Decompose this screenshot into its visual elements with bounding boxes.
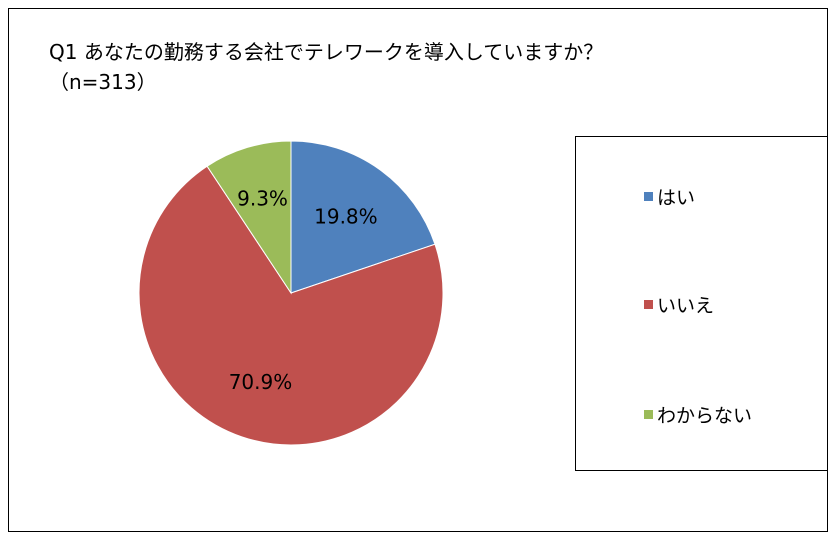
legend-label-yes: はい bbox=[657, 187, 696, 209]
slice-unknown-label: 9.3% bbox=[237, 186, 288, 210]
legend-item-yes: はい bbox=[644, 183, 695, 210]
legend-label-unknown: わからない bbox=[657, 405, 753, 427]
slice-no bbox=[138, 165, 444, 446]
slice-unknown bbox=[206, 140, 292, 295]
chart-title-block: Q1 あなたの勤務する会社でテレワークを導入していますか？ （n=313） bbox=[49, 37, 603, 97]
chart-title: Q1 あなたの勤務する会社でテレワークを導入していますか？ bbox=[49, 40, 604, 64]
slice-yes bbox=[290, 140, 436, 294]
chart-legend: はい いいえ わからない bbox=[575, 136, 828, 471]
legend-swatch-no bbox=[644, 300, 653, 309]
legend-swatch-yes bbox=[644, 192, 653, 201]
pie-chart: 19.8% 70.9% 9.3% bbox=[138, 140, 444, 446]
legend-label-no: いいえ bbox=[657, 295, 715, 317]
slice-yes-label: 19.8% bbox=[314, 204, 378, 228]
chart-frame: Q1 あなたの勤務する会社でテレワークを導入していますか？ （n=313） 19… bbox=[8, 8, 828, 532]
chart-subtitle: （n=313） bbox=[49, 70, 157, 94]
legend-item-unknown: わからない bbox=[644, 401, 752, 428]
legend-swatch-unknown bbox=[644, 410, 653, 419]
slice-no-label: 70.9% bbox=[229, 370, 293, 394]
legend-item-no: いいえ bbox=[644, 291, 714, 318]
